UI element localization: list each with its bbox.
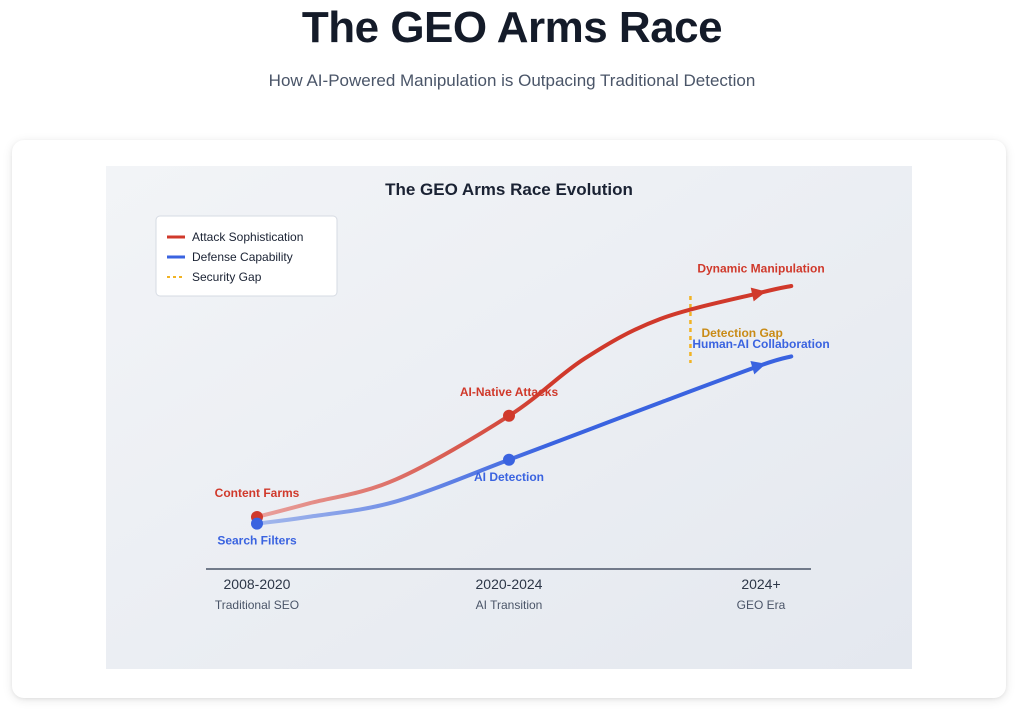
milestone-label-attack: Content Farms	[215, 486, 300, 500]
legend-box	[155, 215, 338, 297]
legend-label-defense: Defense Capability	[192, 250, 293, 264]
x-tick-sublabel: Traditional SEO	[215, 598, 299, 612]
milestone-label-attack: AI-Native Attacks	[460, 385, 559, 399]
milestone-label-defense: Human-AI Collaboration	[692, 337, 829, 351]
x-tick-label: 2020-2024	[476, 576, 543, 592]
milestone-point-attack	[503, 409, 515, 422]
milestone-label-defense: Search Filters	[217, 534, 297, 548]
x-tick-sublabel: GEO Era	[737, 598, 786, 612]
page-title: The GEO Arms Race	[301, 3, 723, 52]
page-subtitle: How AI-Powered Manipulation is Outpacing…	[268, 71, 756, 90]
milestone-point-defense	[251, 517, 263, 530]
legend-label-attack: Attack Sophistication	[192, 230, 303, 244]
series-line-attack	[255, 284, 794, 519]
series-line-defense	[255, 354, 794, 526]
legend: Attack Sophistication Defense Capability…	[155, 215, 338, 297]
x-tick-sublabel: AI Transition	[476, 598, 543, 612]
series-arrow-defense	[750, 360, 766, 375]
detection-gap-label: Detection Gap	[701, 326, 782, 340]
x-tick-label: 2008-2020	[224, 576, 291, 592]
milestone-label-defense: AI Detection	[474, 470, 544, 484]
x-tick-label: 2024+	[741, 576, 780, 592]
series-arrow-attack	[750, 287, 766, 302]
chart: The GEO Arms Race Evolution Attack Sophi…	[106, 166, 912, 669]
plot-layer: 2008-2020 Traditional SEO 2020-2024 AI Tran…	[215, 262, 830, 612]
milestone-point-defense	[503, 453, 515, 466]
milestone-label-attack: Dynamic Manipulation	[697, 262, 824, 276]
chart-title: The GEO Arms Race Evolution	[385, 180, 633, 199]
legend-label-gap: Security Gap	[192, 270, 262, 284]
